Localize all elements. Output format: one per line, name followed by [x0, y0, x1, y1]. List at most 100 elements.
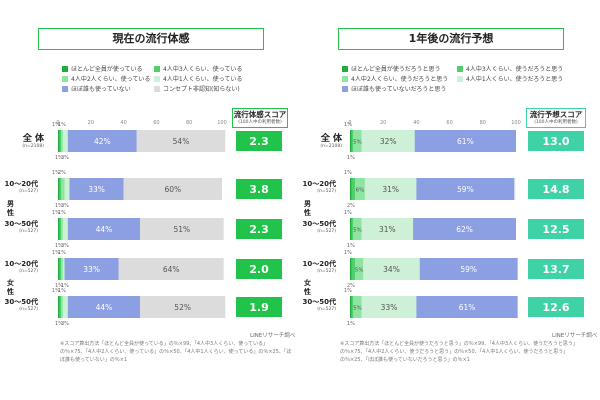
- current-bar-3-seg-5: [118, 258, 224, 280]
- future-bar-2-seg-2: [353, 218, 362, 240]
- current-legend-item-2: 4人中2人くらい、使っている: [62, 74, 150, 83]
- future-legend-item-1: 4人中3人くらい、使うだろうと思う: [457, 64, 563, 73]
- future-legend-item-2: 4人中2人くらい、使うだろうと思う: [342, 74, 448, 83]
- current-small-label-4-3: 3%: [61, 321, 69, 327]
- current-bar-0-seg-2: [61, 130, 63, 152]
- future-row-label-text-3: 10〜20代: [302, 260, 336, 268]
- future-data-label-0-4: 61%: [457, 137, 474, 146]
- current-data-label-4-5: 52%: [174, 303, 191, 312]
- current-score-value-3: 2.0: [249, 263, 269, 276]
- current-tick-label-3: 60: [153, 120, 159, 126]
- future-row-label-text-2: 30〜50代: [302, 220, 336, 228]
- current-bar-0-seg-3: [62, 130, 68, 152]
- current-small-label-2-1: 1%: [55, 243, 63, 249]
- future-bar-1-seg-4: [416, 178, 515, 200]
- current-legend-item-3: 4人中1人くらい、使っている: [154, 74, 242, 83]
- future-row-label-4: 30〜50代 (n=527): [300, 297, 336, 312]
- current-small-label-4-2: 1%: [58, 288, 66, 294]
- current-notes: ※スコア算出方法「ほとんど全員が使っている」の％×99、「4人中3人くらい、使っ…: [60, 341, 292, 363]
- current-bar-0-seg-5: [136, 130, 226, 152]
- future-bar-3-seg-4: [419, 258, 518, 280]
- future-legend-label-1: 4人中3人くらい、使うだろうと思う: [466, 66, 564, 73]
- future-small-label-2-0: 1%: [344, 210, 352, 216]
- current-row-n-0: (n=2108): [22, 144, 44, 149]
- future-legend-label-0: ほとんど全員が使うだろうと思う: [351, 66, 441, 73]
- future-row-n-2: (n=527): [317, 229, 336, 234]
- future-data-label-0-2: 5%: [353, 140, 362, 146]
- future-legend: ほとんど全員が使うだろうと思う 4人中3人くらい、使うだろうと思う 4人中2人くらい…: [342, 64, 592, 94]
- future-bar-1-seg-0: [350, 178, 352, 200]
- future-score-value-3: 13.7: [542, 263, 569, 276]
- current-data-label-2-4: 44%: [96, 225, 113, 234]
- future-legend-swatch-0: [342, 65, 348, 72]
- current-score-value-0: 2.3: [249, 135, 269, 148]
- future-small-label-3-1: 2%: [347, 283, 355, 289]
- future-data-label-2-3: 31%: [379, 225, 396, 234]
- current-bar-4-seg-4: [67, 296, 140, 318]
- current-bar-1-seg-5: [123, 178, 222, 200]
- future-small-label-4-0: 1%: [344, 288, 352, 294]
- current-legend-label-1: 4人中3人くらい、使っている: [163, 66, 243, 73]
- current-legend-item-0: ほとんど全員が使っている: [62, 64, 143, 73]
- current-bar-2-seg-3: [62, 218, 68, 240]
- future-group-label-1: 女 性: [304, 279, 311, 296]
- future-score-header: 流行予想スコア (100人中の利用者数): [526, 108, 586, 128]
- future-row-label-0: 全 体 (n=2108): [300, 131, 342, 149]
- future-data-label-4-3: 33%: [381, 303, 398, 312]
- current-score-box-3: [236, 259, 282, 279]
- current-row-label-4: 30〜50代 (n=527): [2, 297, 38, 312]
- current-small-label-0-3: 3%: [61, 155, 69, 161]
- future-bar-1-seg-1: [351, 178, 355, 200]
- future-bar-3-seg-1: [351, 258, 355, 280]
- current-small-label-3-0: 1%: [52, 250, 60, 256]
- current-small-label-0-1: 1%: [55, 155, 63, 161]
- current-row-label-text-0: 全 体: [22, 134, 44, 144]
- current-score-header: 流行体感スコア (100人中の利用者数): [232, 108, 288, 128]
- future-legend-label-3: 4人中1人くらい、使うだろうと思う: [466, 76, 564, 83]
- current-row-n-1: (n=527): [19, 189, 38, 194]
- current-row-label-text-3: 10〜20代: [4, 260, 38, 268]
- current-row-n-4: (n=527): [19, 307, 38, 312]
- current-legend-label-3: 4人中1人くらい、使っている: [163, 76, 243, 83]
- current-score-box-1: [236, 179, 282, 199]
- future-legend-label-4: ほぼ誰も使っていないだろうと思う: [351, 86, 447, 93]
- current-data-label-1-5: 60%: [164, 185, 181, 194]
- current-bar-3-seg-1: [59, 258, 62, 280]
- current-bar-1-seg-4: [69, 178, 124, 200]
- future-tick-label-4: 80: [480, 120, 486, 126]
- current-small-label-0-0: 1%: [52, 122, 60, 128]
- future-data-label-3-4: 59%: [460, 265, 477, 274]
- current-data-label-3-5: 64%: [163, 265, 180, 274]
- current-legend-swatch-3: [154, 75, 160, 82]
- current-legend-label-2: 4人中2人くらい、使っている: [71, 76, 151, 83]
- current-small-label-0-2: 1%: [58, 122, 66, 128]
- future-bar-0-seg-1: [351, 130, 354, 152]
- future-legend-swatch-3: [457, 75, 463, 82]
- future-data-label-3-2: 5%: [355, 268, 364, 274]
- current-row-label-text-1: 10〜20代: [4, 180, 38, 188]
- future-small-label-0-1: 1%: [347, 155, 355, 161]
- future-bar-1-seg-3: [364, 178, 417, 200]
- future-score-value-2: 12.5: [542, 223, 569, 236]
- current-row-n-3: (n=527): [19, 269, 38, 274]
- current-small-label-1-0: 1%: [52, 170, 60, 176]
- current-bar-4-seg-5: [140, 296, 226, 318]
- current-source: LINEリサーチ調べ: [250, 333, 296, 339]
- current-trend-title: 現在の流行体感: [38, 28, 264, 50]
- future-bar-0-seg-3: [361, 130, 415, 152]
- future-bar-1-seg-2: [354, 178, 365, 200]
- future-legend-swatch-1: [457, 65, 463, 72]
- future-tick-label-1: 20: [380, 120, 386, 126]
- current-score-box-2: [236, 219, 282, 239]
- current-data-label-1-4: 33%: [88, 185, 105, 194]
- future-bar-4-seg-0: [350, 296, 352, 318]
- current-row-label-text-2: 30〜50代: [4, 220, 38, 228]
- current-legend-swatch-0: [62, 65, 68, 72]
- current-bar-4-seg-2: [61, 296, 63, 318]
- current-small-label-2-0: 1%: [52, 210, 60, 216]
- future-row-n-0: (n=2108): [320, 144, 342, 149]
- future-row-label-3: 10〜20代 (n=527): [300, 259, 336, 274]
- current-legend-label-0: ほとんど全員が使っている: [71, 66, 143, 73]
- future-bar-0-seg-2: [353, 130, 362, 152]
- current-legend: ほとんど全員が使っている 4人中3人くらい、使っている 4人中2人くらい、使っている…: [62, 64, 292, 94]
